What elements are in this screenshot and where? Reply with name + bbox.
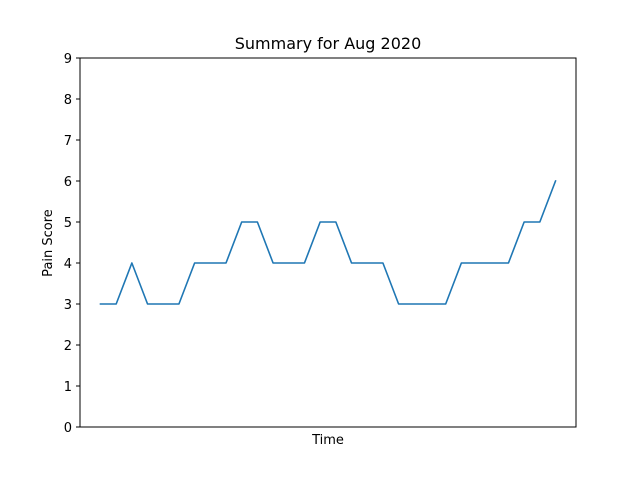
plot-area: 0 1 2 3 4 5 6 7 8 9: [64, 52, 577, 436]
y-tick-label: 2: [64, 339, 72, 354]
y-tick-label: 1: [64, 380, 72, 395]
y-tick-label: 7: [64, 134, 72, 149]
x-axis-label: Time: [311, 433, 344, 448]
y-axis-label: Pain Score: [41, 209, 56, 277]
y-tick-label: 3: [64, 298, 72, 313]
y-tick-label: 9: [64, 52, 72, 67]
y-tick-label: 5: [64, 216, 72, 231]
y-tick-label: 6: [64, 175, 72, 190]
axes-frame: [79, 57, 577, 428]
y-tick-label: 4: [64, 257, 72, 272]
series-line: [99, 179, 557, 305]
y-tick-label: 8: [64, 93, 72, 108]
y-tick-label: 0: [64, 421, 72, 436]
chart-title: Summary for Aug 2020: [235, 34, 422, 53]
